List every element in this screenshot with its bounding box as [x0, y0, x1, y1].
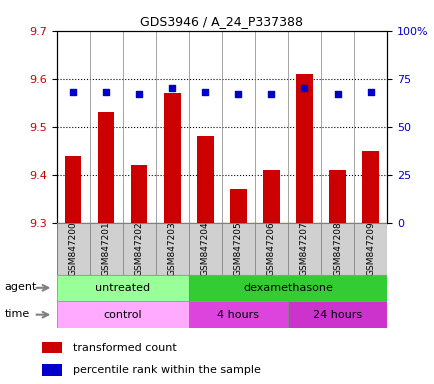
Text: agent: agent — [4, 282, 36, 292]
Bar — [155, 223, 188, 275]
Bar — [56, 223, 89, 275]
Bar — [362, 151, 378, 223]
Text: GSM847200: GSM847200 — [69, 221, 77, 276]
Bar — [188, 275, 386, 301]
Text: GSM847209: GSM847209 — [365, 221, 374, 276]
Point — [267, 91, 274, 97]
Point — [102, 89, 109, 95]
Text: GSM847205: GSM847205 — [233, 221, 242, 276]
Point — [135, 91, 142, 97]
Point — [300, 85, 307, 91]
Text: 24 hours: 24 hours — [312, 310, 361, 320]
Text: GSM847206: GSM847206 — [266, 221, 275, 276]
Bar — [263, 170, 279, 223]
Text: untreated: untreated — [95, 283, 150, 293]
Bar — [43, 364, 62, 376]
Bar — [65, 156, 81, 223]
Bar — [287, 301, 386, 328]
Bar — [296, 74, 312, 223]
Text: GSM847207: GSM847207 — [299, 221, 308, 276]
Bar — [221, 223, 254, 275]
Bar — [56, 301, 188, 328]
Point — [201, 89, 208, 95]
Text: GSM847201: GSM847201 — [102, 221, 110, 276]
Point — [69, 89, 76, 95]
Bar — [131, 165, 147, 223]
Text: GSM847208: GSM847208 — [332, 221, 341, 276]
Bar — [320, 223, 353, 275]
Text: GSM847204: GSM847204 — [201, 221, 209, 276]
Text: GSM847203: GSM847203 — [168, 221, 176, 276]
Bar — [188, 301, 287, 328]
Bar — [329, 170, 345, 223]
Bar — [122, 223, 155, 275]
Text: 4 hours: 4 hours — [217, 310, 259, 320]
Text: dexamethasone: dexamethasone — [243, 283, 332, 293]
Point — [234, 91, 241, 97]
Text: GSM847202: GSM847202 — [135, 221, 143, 276]
Text: time: time — [4, 309, 30, 319]
Bar — [254, 223, 287, 275]
Point — [333, 91, 340, 97]
Bar — [287, 223, 320, 275]
Bar — [353, 223, 386, 275]
Bar — [98, 113, 114, 223]
Point — [168, 85, 175, 91]
Bar — [197, 136, 213, 223]
Bar — [56, 275, 188, 301]
Bar — [188, 223, 221, 275]
Text: percentile rank within the sample: percentile rank within the sample — [73, 365, 260, 375]
Bar — [230, 189, 246, 223]
Text: transformed count: transformed count — [73, 343, 177, 353]
Title: GDS3946 / A_24_P337388: GDS3946 / A_24_P337388 — [140, 15, 302, 28]
Point — [366, 89, 373, 95]
Text: control: control — [103, 310, 141, 320]
Bar — [164, 93, 180, 223]
Bar — [89, 223, 122, 275]
Bar — [43, 342, 62, 353]
